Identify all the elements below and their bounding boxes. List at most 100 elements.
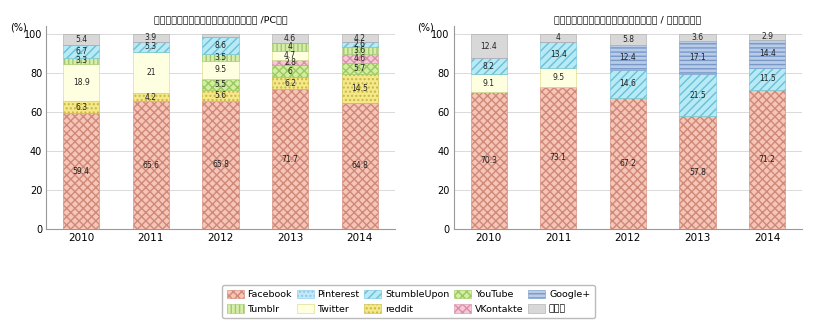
Text: 12.4: 12.4: [619, 53, 636, 62]
Text: 65.8: 65.8: [212, 161, 229, 170]
Text: 21: 21: [146, 68, 155, 77]
Bar: [132, 34, 169, 42]
Text: 57.8: 57.8: [689, 168, 706, 177]
Text: 6.2: 6.2: [284, 79, 296, 88]
Bar: [342, 103, 378, 229]
Text: 5.7: 5.7: [354, 64, 366, 73]
Text: 2.9: 2.9: [761, 32, 773, 41]
Text: 9.1: 9.1: [483, 78, 494, 88]
Bar: [749, 90, 785, 229]
Bar: [471, 34, 507, 58]
Bar: [63, 57, 100, 64]
Text: 8.6: 8.6: [215, 41, 226, 50]
Text: 5.5: 5.5: [214, 80, 226, 89]
Bar: [132, 101, 169, 229]
Bar: [342, 42, 378, 47]
Text: 4.2: 4.2: [145, 93, 157, 101]
Text: 3.5: 3.5: [214, 53, 226, 62]
Text: 4.6: 4.6: [284, 34, 297, 43]
Bar: [63, 45, 100, 57]
Bar: [272, 43, 308, 51]
Bar: [342, 34, 378, 42]
Bar: [63, 101, 100, 113]
Text: 3.9: 3.9: [145, 33, 157, 42]
Bar: [203, 54, 239, 60]
Text: 12.4: 12.4: [480, 42, 497, 51]
Bar: [749, 40, 785, 68]
Bar: [471, 58, 507, 74]
Text: 5.3: 5.3: [145, 42, 157, 51]
Bar: [272, 34, 308, 43]
Bar: [342, 47, 378, 54]
Text: 11.5: 11.5: [759, 75, 775, 83]
Bar: [203, 79, 239, 90]
Bar: [471, 92, 507, 229]
Text: 13.4: 13.4: [550, 50, 567, 59]
Title: 『ソーシャルメディア市場シェア（世界 / モバイル）』: 『ソーシャルメディア市場シェア（世界 / モバイル）』: [554, 15, 702, 24]
Bar: [609, 45, 646, 69]
Text: 4: 4: [288, 42, 292, 51]
Title: 『ソーシャルメディア市場シェア（世界 /PC）』: 『ソーシャルメディア市場シェア（世界 /PC）』: [154, 15, 288, 24]
Bar: [540, 34, 576, 42]
Text: 3.6: 3.6: [691, 33, 703, 42]
Bar: [272, 66, 308, 77]
Text: 4.6: 4.6: [354, 54, 366, 63]
Text: 4: 4: [556, 33, 560, 42]
Y-axis label: (%): (%): [417, 22, 435, 32]
Text: 70.3: 70.3: [480, 156, 497, 165]
Bar: [680, 34, 716, 41]
Text: 64.8: 64.8: [351, 162, 368, 171]
Bar: [132, 93, 169, 101]
Bar: [63, 64, 100, 101]
Bar: [203, 101, 239, 229]
Bar: [540, 68, 576, 87]
Text: 71.7: 71.7: [282, 155, 298, 164]
Text: 2.8: 2.8: [284, 58, 296, 67]
Bar: [471, 74, 507, 92]
Text: 4.2: 4.2: [354, 34, 366, 43]
Text: 5.6: 5.6: [214, 91, 226, 100]
Bar: [540, 87, 576, 229]
Text: 3.6: 3.6: [354, 46, 366, 55]
Bar: [272, 77, 308, 89]
Bar: [203, 90, 239, 101]
Bar: [342, 74, 378, 103]
Text: 4.7: 4.7: [284, 51, 297, 60]
Text: 59.4: 59.4: [73, 167, 90, 176]
Bar: [680, 41, 716, 74]
Text: 6.3: 6.3: [75, 103, 87, 112]
Text: 5.4: 5.4: [75, 35, 87, 44]
Text: 14.6: 14.6: [619, 79, 636, 88]
Text: 3.3: 3.3: [75, 56, 87, 65]
Bar: [272, 51, 308, 60]
Bar: [342, 54, 378, 63]
Bar: [132, 42, 169, 52]
Text: 9.5: 9.5: [552, 73, 565, 82]
Bar: [680, 74, 716, 116]
Bar: [680, 116, 716, 229]
Text: 73.1: 73.1: [550, 153, 567, 162]
Bar: [203, 37, 239, 54]
Text: 2.6: 2.6: [354, 40, 366, 49]
Text: 6.7: 6.7: [75, 47, 87, 56]
Text: 18.9: 18.9: [73, 78, 90, 87]
Text: 21.5: 21.5: [690, 91, 706, 100]
Text: 14.5: 14.5: [351, 84, 368, 93]
Bar: [132, 52, 169, 93]
Bar: [203, 60, 239, 79]
Bar: [63, 34, 100, 45]
Bar: [272, 89, 308, 229]
Bar: [749, 68, 785, 90]
Text: 14.4: 14.4: [759, 49, 775, 58]
Bar: [609, 34, 646, 45]
Text: 67.2: 67.2: [619, 159, 636, 168]
Text: 65.6: 65.6: [142, 161, 159, 170]
Bar: [203, 34, 239, 37]
Bar: [540, 42, 576, 68]
Y-axis label: (%): (%): [10, 22, 27, 32]
Legend: Facebook, Tumblr, Pinterest, Twitter, StumbleUpon, reddit, YouTube, VKontakte, G: Facebook, Tumblr, Pinterest, Twitter, St…: [222, 285, 595, 318]
Bar: [342, 63, 378, 74]
Text: 9.5: 9.5: [214, 65, 226, 74]
Text: 5.8: 5.8: [622, 35, 634, 44]
Bar: [609, 69, 646, 98]
